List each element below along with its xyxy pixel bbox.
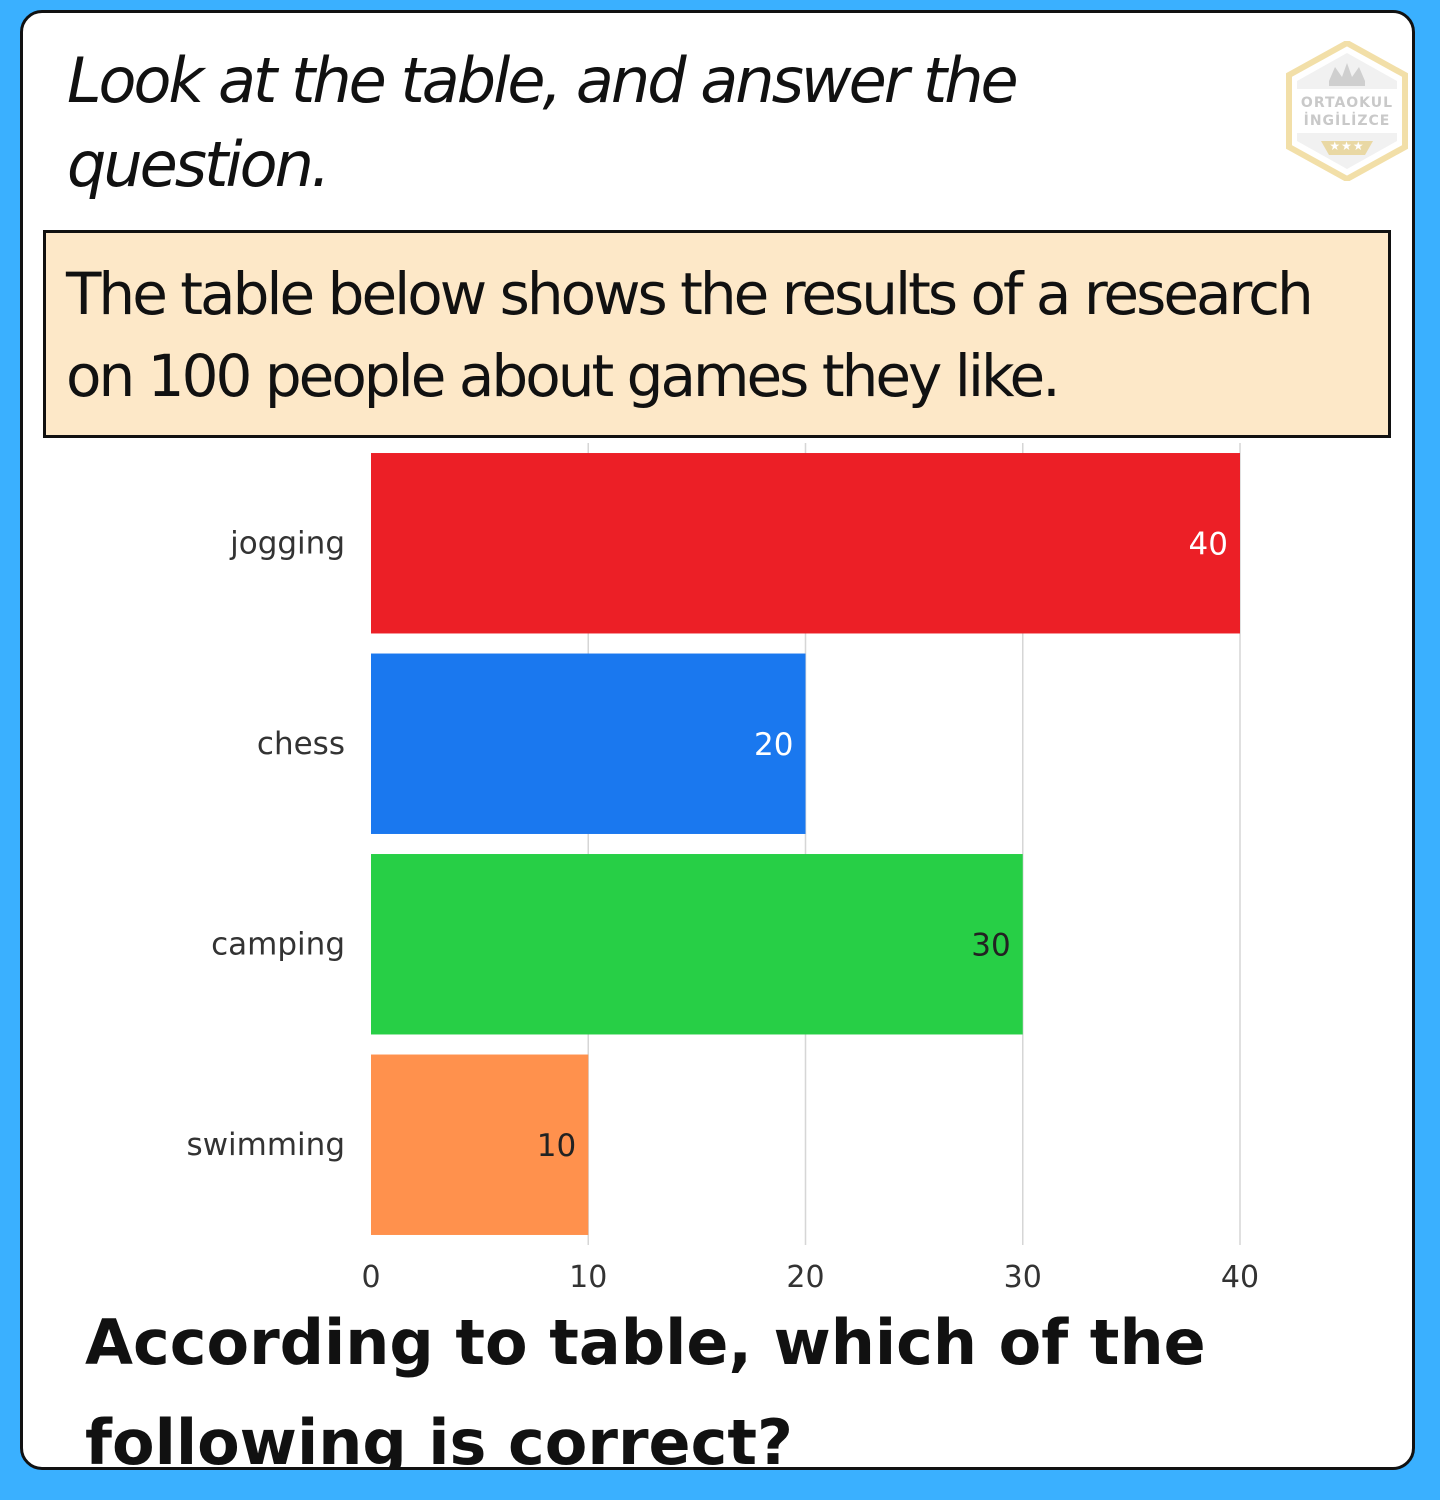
value-label-jogging: 40: [1189, 526, 1228, 562]
bar-camping: [371, 854, 1023, 1035]
category-label-chess: chess: [257, 726, 345, 762]
logo-line1: ORTAOKUL: [1300, 95, 1394, 111]
ortaokul-ingilizce-logo: ORTAOKUL İNGİLİZCE ★★★: [1285, 39, 1409, 183]
x-tick-label-2: 20: [786, 1260, 824, 1295]
instruction-text: Look at the table, and answer the questi…: [67, 44, 1019, 201]
x-tick-label-0: 0: [361, 1260, 380, 1295]
x-tick-label-4: 40: [1221, 1260, 1259, 1295]
bar-swimming: [371, 1054, 589, 1235]
category-label-camping: camping: [211, 926, 345, 962]
logo-badge-icon: [1286, 39, 1408, 183]
value-label-camping: 30: [971, 927, 1010, 963]
question-card: Look at the table, and answer the questi…: [20, 10, 1415, 1470]
x-tick-label-1: 10: [569, 1260, 607, 1295]
question-text: According to table, which of the followi…: [85, 1306, 1206, 1470]
bar-chart: jogging 40 chess 20 camping 30 swimming 10 0 10 20…: [187, 443, 1259, 1295]
category-label-jogging: jogging: [229, 525, 345, 561]
x-tick-label-3: 30: [1004, 1260, 1042, 1295]
category-label-swimming: swimming: [187, 1127, 345, 1163]
value-label-swimming: 10: [537, 1128, 576, 1164]
intro-text: The table below shows the results of a r…: [66, 260, 1314, 410]
logo-line2: İNGİLİZCE: [1303, 113, 1391, 129]
logo-stars: ★★★: [1329, 139, 1365, 153]
intro-box: The table below shows the results of a r…: [43, 230, 1391, 438]
bar-chess: [371, 653, 806, 834]
value-label-chess: 20: [754, 727, 793, 763]
bar-jogging: [371, 453, 1240, 634]
